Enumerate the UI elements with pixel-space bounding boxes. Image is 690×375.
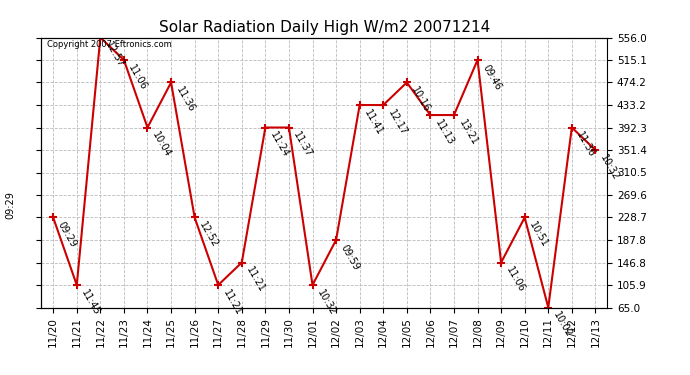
Text: 12:57: 12:57	[103, 40, 126, 70]
Text: 10:02: 10:02	[551, 310, 573, 339]
Text: 12:52: 12:52	[197, 220, 220, 250]
Text: 11:36: 11:36	[174, 85, 197, 114]
Text: 13:21: 13:21	[457, 118, 480, 147]
Text: 09:46: 09:46	[480, 63, 503, 92]
Text: 11:13: 11:13	[433, 118, 455, 147]
Text: 11:21: 11:21	[221, 288, 244, 317]
Text: 09:29: 09:29	[56, 220, 79, 249]
Text: 11:37: 11:37	[292, 130, 315, 159]
Text: 11:45: 11:45	[79, 288, 102, 317]
Text: 12:17: 12:17	[386, 108, 408, 137]
Text: 09:29: 09:29	[6, 191, 15, 219]
Text: 10:32: 10:32	[598, 153, 621, 182]
Title: Solar Radiation Daily High W/m2 20071214: Solar Radiation Daily High W/m2 20071214	[159, 20, 490, 35]
Text: 11:24: 11:24	[268, 130, 290, 159]
Text: 11:06: 11:06	[127, 63, 149, 92]
Text: 11:41: 11:41	[362, 108, 385, 137]
Text: 10:51: 10:51	[527, 220, 550, 249]
Text: 10:32: 10:32	[315, 288, 338, 317]
Text: 10:16: 10:16	[410, 85, 432, 114]
Text: 11:36: 11:36	[575, 130, 597, 159]
Text: 11:06: 11:06	[504, 265, 526, 294]
Text: 09:59: 09:59	[339, 243, 362, 272]
Text: 11:21: 11:21	[244, 265, 267, 294]
Text: 10:04: 10:04	[150, 130, 172, 159]
Text: Copyright 2007 Eftronics.com: Copyright 2007 Eftronics.com	[47, 40, 172, 49]
